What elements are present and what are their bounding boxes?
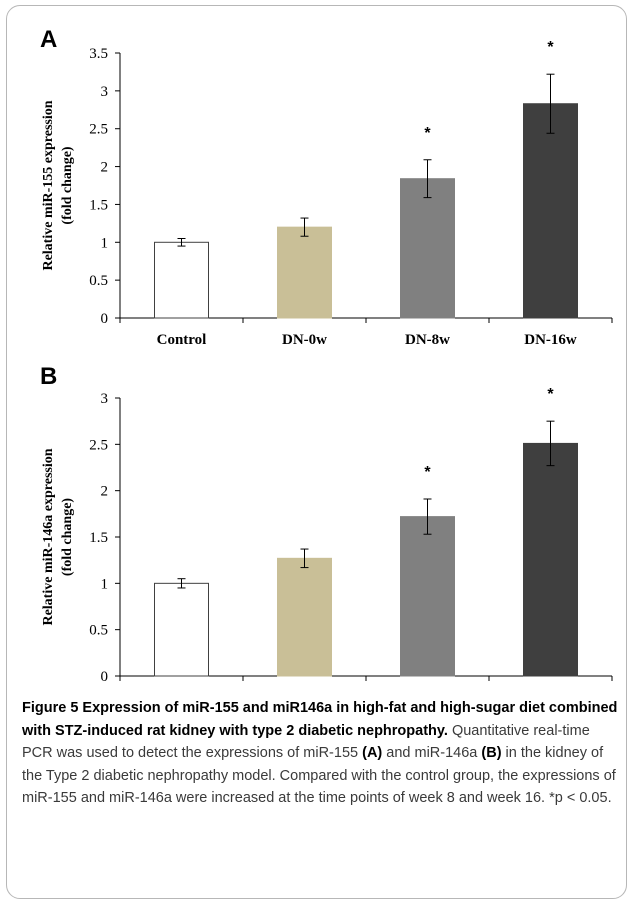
figure-caption: Figure 5 Expression of miR-155 and miR14… — [22, 697, 618, 810]
panel-b-y-tick-label: 1 — [101, 576, 109, 592]
panel-b-significance-marker: * — [547, 386, 554, 403]
panel-b-y-tick-label: 2 — [101, 484, 109, 500]
panel-a-significance-marker: * — [547, 39, 554, 56]
panel-a-y-axis-title-line-2: (fold change) — [60, 146, 75, 225]
caption-text-1: Quantitative real-time PCR was used to d… — [22, 722, 590, 762]
caption-text-3: in the kidney of the Type 2 diabetic nep… — [22, 745, 616, 806]
panel-a-y-tick-label: 1 — [101, 235, 109, 251]
panel-b-y-axis-title-line-1: Relative miR-146a expression — [41, 448, 56, 625]
panel-a-y-tick-label: 0.5 — [89, 273, 108, 289]
panel-b-bar-control — [154, 582, 209, 677]
panel-b-y-tick-label: 2.5 — [89, 437, 108, 453]
caption-ref-a: (A) — [362, 745, 383, 761]
panel-a-category-label: DN-16w — [524, 332, 577, 348]
caption-title: Figure 5 Expression of miR-155 and miR14… — [22, 700, 618, 739]
panel-b-y-tick-label: 3 — [101, 391, 109, 407]
caption-ref-b: (B) — [481, 745, 502, 761]
panel-a-category-label: Control — [157, 332, 207, 348]
panel-a-y-tick-label: 2.5 — [89, 122, 108, 138]
panel-b-y-tick-label: 0 — [101, 669, 109, 685]
panel-a-label: A — [40, 26, 57, 53]
chart-panel-b: B Relative miR-146a expression (fold chang… — [40, 363, 613, 685]
panel-b-bar-dn-16w — [523, 442, 578, 677]
panel-b-y-axis-title-line-2: (fold change) — [60, 498, 75, 577]
panel-a-y-tick-label: 2 — [101, 160, 109, 176]
panel-a-significance-marker: * — [424, 125, 431, 142]
panel-b-y-tick-label: 0.5 — [89, 623, 108, 639]
panel-b-significance-marker: * — [424, 464, 431, 481]
panel-b-bar-dn-0w — [277, 557, 332, 677]
panel-a-bar-control — [154, 241, 209, 319]
panel-a-y-tick-label: 0 — [101, 311, 109, 327]
panel-a-bar-dn-8w — [400, 178, 455, 319]
panel-a-category-label: DN-8w — [405, 332, 450, 348]
panel-a-bar-dn-0w — [277, 226, 332, 319]
caption-text-2: and miR-146a — [382, 745, 482, 761]
panel-a-bar-dn-16w — [523, 103, 578, 319]
chart-panel-a: A Relative miR-155 expression (fold change… — [40, 26, 613, 348]
panel-a-y-tick-label: 1.5 — [89, 197, 108, 213]
panel-a-y-axis-title-line-1: Relative miR-155 expression — [41, 100, 56, 270]
panel-b-bar-dn-8w — [400, 516, 455, 677]
panel-a-y-tick-label: 3 — [101, 84, 109, 100]
panel-b-label: B — [40, 363, 57, 390]
panel-a-y-tick-label: 3.5 — [89, 46, 108, 62]
panel-b-y-tick-label: 1.5 — [89, 530, 108, 546]
panel-a-category-label: DN-0w — [282, 332, 327, 348]
